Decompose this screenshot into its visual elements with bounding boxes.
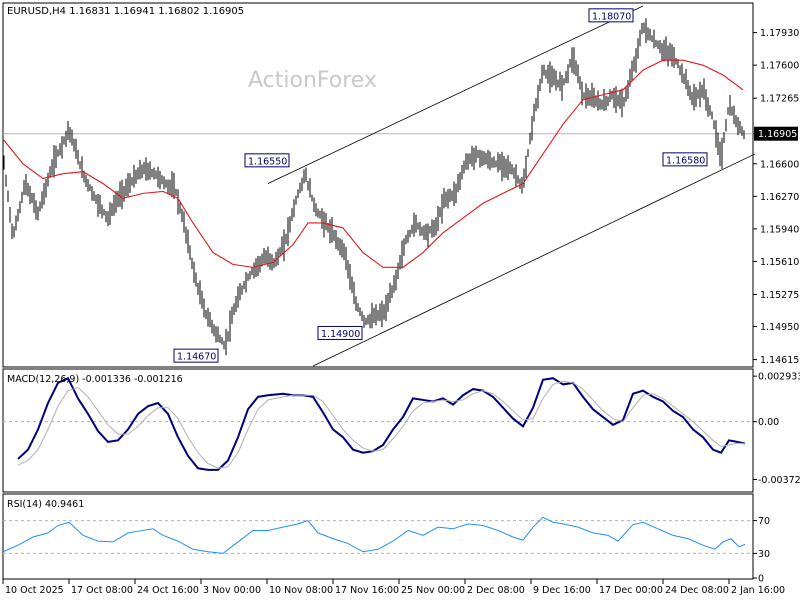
- macd-signal-line: [17, 380, 745, 469]
- time-tick-label: 10 Oct 2025: [5, 585, 64, 596]
- rsi-title: RSI(14) 40.9461: [7, 499, 84, 510]
- time-tick-label: 9 Dec 16:00: [533, 585, 591, 596]
- price-tick-label: 1.15610: [760, 257, 799, 268]
- price-level-annotation: 1.16580: [662, 152, 708, 167]
- rsi-panel: RSI(14) 40.9461 70 30 0: [2, 493, 770, 585]
- price-annotation-box: [244, 153, 290, 168]
- time-tick-label: 24 Oct 16:00: [137, 585, 199, 596]
- time-x-axis: 10 Oct 2025 17 Oct 08:00 24 Oct 16:00 3 Nov…: [2, 579, 785, 596]
- price-annotation-label: 1.18070: [592, 11, 631, 22]
- macd-line: [17, 376, 746, 471]
- upper-channel-line: [267, 5, 644, 184]
- price-tick-label: 1.14950: [760, 322, 799, 333]
- moving-average-line: [2, 59, 744, 268]
- macd-tick-label: 0.002933: [758, 372, 800, 383]
- price-tick-label: 1.17930: [760, 28, 799, 39]
- rsi-line: [2, 516, 746, 554]
- macd-y-axis: 0.002933 0.00 -0.003724: [753, 372, 800, 486]
- price-annotation-label: 1.16580: [666, 155, 705, 166]
- price-tick-label: 1.16600: [760, 159, 799, 170]
- time-tick-label: 17 Dec 00:00: [599, 585, 663, 596]
- time-tick-label: 2 Jan 16:00: [731, 585, 785, 596]
- price-annotation-box: [588, 8, 634, 23]
- price-level-annotation: 1.18070: [588, 8, 634, 23]
- macd-title: MACD(12,26,9) -0.001336 -0.001216: [7, 374, 183, 385]
- watermark: ActionForex: [248, 68, 377, 93]
- price-y-axis: 1.17930 1.17600 1.17265 1.16600 1.16270 1.159…: [753, 28, 799, 366]
- macd-tick-label: -0.003724: [758, 475, 800, 486]
- price-tick-label: 1.16270: [760, 192, 799, 203]
- price-annotation-label: 1.14900: [321, 329, 360, 340]
- rsi-tick-label: 30: [758, 549, 770, 560]
- macd-tick-label: 0.00: [758, 417, 779, 428]
- price-annotation-label: 1.14670: [177, 352, 216, 363]
- rsi-tick-label: 0: [758, 574, 764, 585]
- price-annotation-label: 1.16550: [248, 156, 287, 167]
- time-tick-label: 10 Nov 08:00: [269, 585, 333, 596]
- price-level-annotation: 1.14900: [317, 325, 363, 340]
- lower-channel-line: [312, 153, 756, 367]
- price-annotation-box: [173, 348, 219, 363]
- time-tick-label: 17 Oct 08:00: [71, 585, 133, 596]
- time-tick-label: 17 Nov 16:00: [335, 585, 399, 596]
- time-tick-label: 25 Nov 00:00: [401, 585, 465, 596]
- price-tick-label: 1.15940: [760, 224, 799, 235]
- macd-panel-frame: [2, 368, 754, 493]
- macd-panel: MACD(12,26,9) -0.001336 -0.001216 0.0029…: [2, 368, 800, 493]
- price-annotation-box: [317, 325, 363, 340]
- price-level-annotation: 1.14670: [173, 348, 219, 363]
- current-price-box: [754, 126, 798, 141]
- price-panel: ActionForex 1.18070 1.16550 1.16580 1.14670…: [2, 2, 799, 368]
- price-chart-title: EURUSD,H4 1.16831 1.16941 1.16802 1.1690…: [7, 6, 244, 17]
- rsi-tick-label: 70: [758, 516, 770, 527]
- price-annotation-box: [662, 152, 708, 167]
- rsi-panel-frame: [2, 493, 754, 580]
- time-tick-label: 24 Dec 08:00: [665, 585, 729, 596]
- rsi-y-axis: 70 30 0: [753, 516, 770, 585]
- price-level-annotation: 1.16550: [244, 153, 290, 168]
- time-tick-label: 2 Dec 08:00: [467, 585, 525, 596]
- price-tick-label: 1.14615: [760, 355, 799, 366]
- price-tick-label: 1.15275: [760, 290, 799, 301]
- time-tick-label: 3 Nov 00:00: [203, 585, 261, 596]
- price-tick-label: 1.17600: [760, 61, 799, 72]
- price-tick-label: 1.17265: [760, 94, 799, 105]
- current-price-label: 1.16905: [758, 129, 797, 140]
- price-bars: [3, 18, 745, 356]
